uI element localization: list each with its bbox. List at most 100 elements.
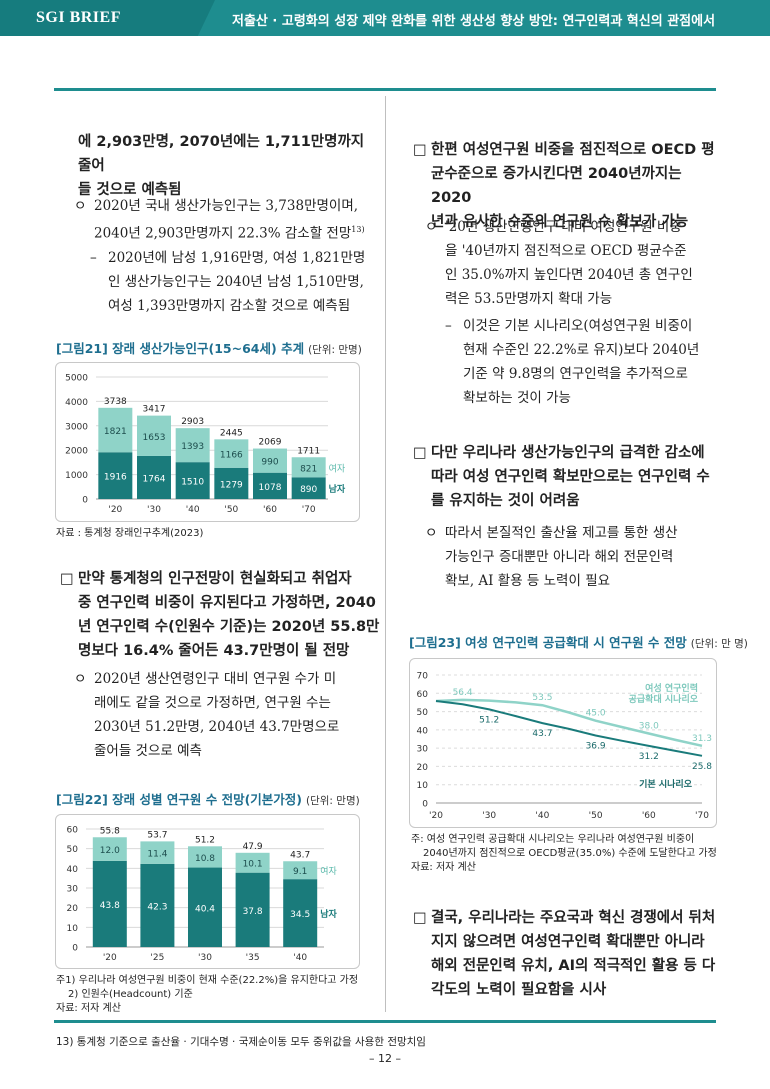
header-title: 저출산 · 고령화의 성장 제약 완화를 위한 생산성 향상 방안: 연구인력과… [232, 14, 716, 29]
bar-female [235, 852, 270, 873]
series-name-label: 공급확대 시나리오 [629, 693, 699, 705]
bar-label-female: 821 [300, 464, 317, 474]
series-name-label: 기본 시나리오 [639, 778, 693, 790]
bar-male [98, 452, 133, 499]
bar-male [140, 863, 175, 947]
bar-male [137, 455, 171, 499]
bar-total-label: 47.9 [243, 842, 263, 852]
right-dash-bullet-1: – 이것은 기본 시나리오(여성연구원 비중이 현재 수준인 22.2%로 유지)… [445, 318, 700, 406]
bar-label-female: 10.8 [195, 854, 215, 864]
data-label: 53.5 [532, 693, 552, 703]
circle-bullet-icon: ㅇ [74, 198, 87, 214]
legend-label-female: 여자 [329, 462, 346, 474]
bar-male [283, 879, 318, 947]
bar-label-female: 11.4 [147, 850, 167, 860]
y-tick-label: 5000 [65, 374, 88, 384]
bar-total-label: 2903 [181, 417, 204, 427]
y-tick-label: 0 [82, 496, 88, 506]
data-label: 31.2 [639, 752, 659, 762]
bar-total-label: 51.2 [195, 835, 215, 845]
bar-total-label: 2069 [259, 438, 282, 448]
bar-total-label: 53.7 [147, 830, 167, 840]
left-circle-bullet-2: ㅇ 2020년 생산연령인구 대비 연구원 수가 미 래에도 같을 것으로 가정하… [74, 667, 378, 763]
bar-total-label: 3417 [143, 405, 166, 415]
right-circle-bullet-2: ㅇ 따라서 본질적인 출산율 제고를 통한 생산 가능인구 증대뿐만 아니라 해외… [425, 521, 720, 593]
bar-label-male: 1916 [104, 473, 127, 483]
circle-bullet-icon: ㅇ [425, 525, 438, 541]
data-label: 43.7 [532, 729, 552, 739]
x-tick-label: '40 [293, 953, 307, 963]
series-name-label: 여성 연구인력 [645, 682, 698, 694]
fig21-source: 자료 : 통계청 장래인구추계(2023) [56, 528, 204, 539]
bar-label-male: 890 [300, 485, 317, 495]
x-tick-label: '30 [198, 953, 212, 963]
fig23-notes: 주: 여성 연구인력 공급확대 시나리오는 우리나라 여성연구원 비중이 204… [411, 834, 717, 873]
x-tick-label: '20 [429, 811, 443, 821]
fig22-chart: 0 10 20 30 40 50 60 43.8 12.0 55.8 '20 42.3 11.4 53.7… [67, 826, 338, 964]
y-tick-label: 0 [422, 800, 428, 810]
series-line [435, 700, 703, 757]
bar-male [291, 477, 326, 499]
bar-label-male: 40.4 [195, 904, 215, 914]
y-tick-label: 10 [67, 924, 79, 934]
bar-label-male: 43.8 [100, 901, 120, 911]
bar-label-male: 42.3 [147, 902, 167, 912]
bar-label-male: 1764 [143, 474, 166, 484]
bar-total-label: 55.8 [100, 826, 120, 836]
y-tick-label: 3000 [65, 422, 88, 432]
bar-label-female: 10.1 [243, 860, 263, 870]
fig21-caption: [그림21] 장래 생산가능인구(15~64세) 추계 (단위: 만명) [56, 341, 362, 356]
right-square-bullet-2: □ 다만 우리나라 생산가능인구의 급격한 감소에 따라 여성 연구인력 확보만으… [413, 441, 718, 513]
x-tick-label: '40 [535, 811, 549, 821]
y-tick-label: 2000 [65, 447, 88, 457]
bar-label-female: 1653 [143, 433, 166, 443]
left-square-bullet-1: □ 만약 통계청의 인구전망이 현실화되고 취업자 중 연구인력 비중이 유지된다… [60, 567, 380, 663]
x-tick-label: '25 [150, 953, 164, 963]
bar-label-female: 1166 [220, 451, 243, 461]
right-square-bullet-1: □ 한편 여성연구원 비중을 점진적으로 OECD 평 균수준으로 증가시킨다면 … [413, 138, 718, 234]
square-bullet-icon: □ [60, 571, 74, 587]
bar-label-female: 990 [261, 458, 278, 468]
bar-male [175, 462, 210, 499]
bar-label-male: 37.8 [243, 907, 263, 917]
left-continued-paragraph: 에 2,903만명, 2070년에는 1,711만명까지 줄어 들 것으로 예측… [78, 134, 365, 198]
fig23-chart-frame: 0 10 20 30 40 50 60 70 '20 '30 '40 '50 '60 '70 56.4 53.… [409, 658, 717, 828]
bar-label-male: 1078 [259, 483, 282, 493]
fig22-notes: 주1) 우리나라 여성연구원 비중이 현재 수준(22.2%)을 유지한다고 가… [56, 975, 359, 1014]
x-tick-label: '35 [246, 953, 260, 963]
bar-label-female: 9.1 [293, 867, 307, 877]
square-bullet-icon: □ [413, 445, 427, 461]
x-tick-label: '40 [186, 505, 200, 515]
bar-female [214, 439, 249, 468]
legend-label-male: 남자 [329, 483, 346, 495]
y-tick-label: 70 [417, 672, 429, 682]
y-tick-label: 60 [417, 690, 429, 700]
legend-label-male: 남자 [320, 908, 337, 920]
bar-male [92, 860, 127, 947]
bar-total-label: 3738 [104, 397, 127, 407]
x-tick-label: '70 [695, 811, 709, 821]
footnote-ref: 13) [351, 225, 365, 234]
footnote-13: 13) 통계청 기준으로 출산율 · 기대수명 · 국제순이동 모두 중위값을 … [56, 1036, 426, 1048]
y-tick-label: 40 [417, 726, 429, 736]
x-tick-label: '30 [482, 811, 496, 821]
series-line [435, 698, 703, 748]
left-circle-bullet-1: ㅇ 2020년 국내 생산가능인구는 3,738만명이며, 2040년 2,903… [74, 194, 374, 246]
right-circle-bullet-1: ㅇ '20년 생산연령인구 대비 여성연구원 비중 을 '40년까지 점진적으로 … [425, 215, 720, 311]
bar-total-label: 1711 [297, 446, 320, 456]
bar-female [283, 861, 318, 880]
bar-female [98, 407, 133, 453]
square-bullet-icon: □ [413, 142, 427, 158]
y-tick-label: 50 [417, 708, 429, 718]
x-tick-label: '70 [302, 505, 316, 515]
bar-male [188, 867, 222, 947]
data-label: 25.8 [692, 762, 712, 772]
y-tick-label: 4000 [65, 398, 88, 408]
footer-rule [54, 1020, 716, 1023]
bar-male [214, 467, 249, 499]
bar-female [291, 457, 326, 478]
y-tick-label: 0 [72, 944, 78, 954]
y-tick-label: 1000 [65, 471, 88, 481]
fig22-chart-frame: 0 10 20 30 40 50 60 43.8 12.0 55.8 '20 42.3 11.4 53.7… [55, 814, 360, 969]
legend-label-female: 여자 [320, 865, 337, 877]
